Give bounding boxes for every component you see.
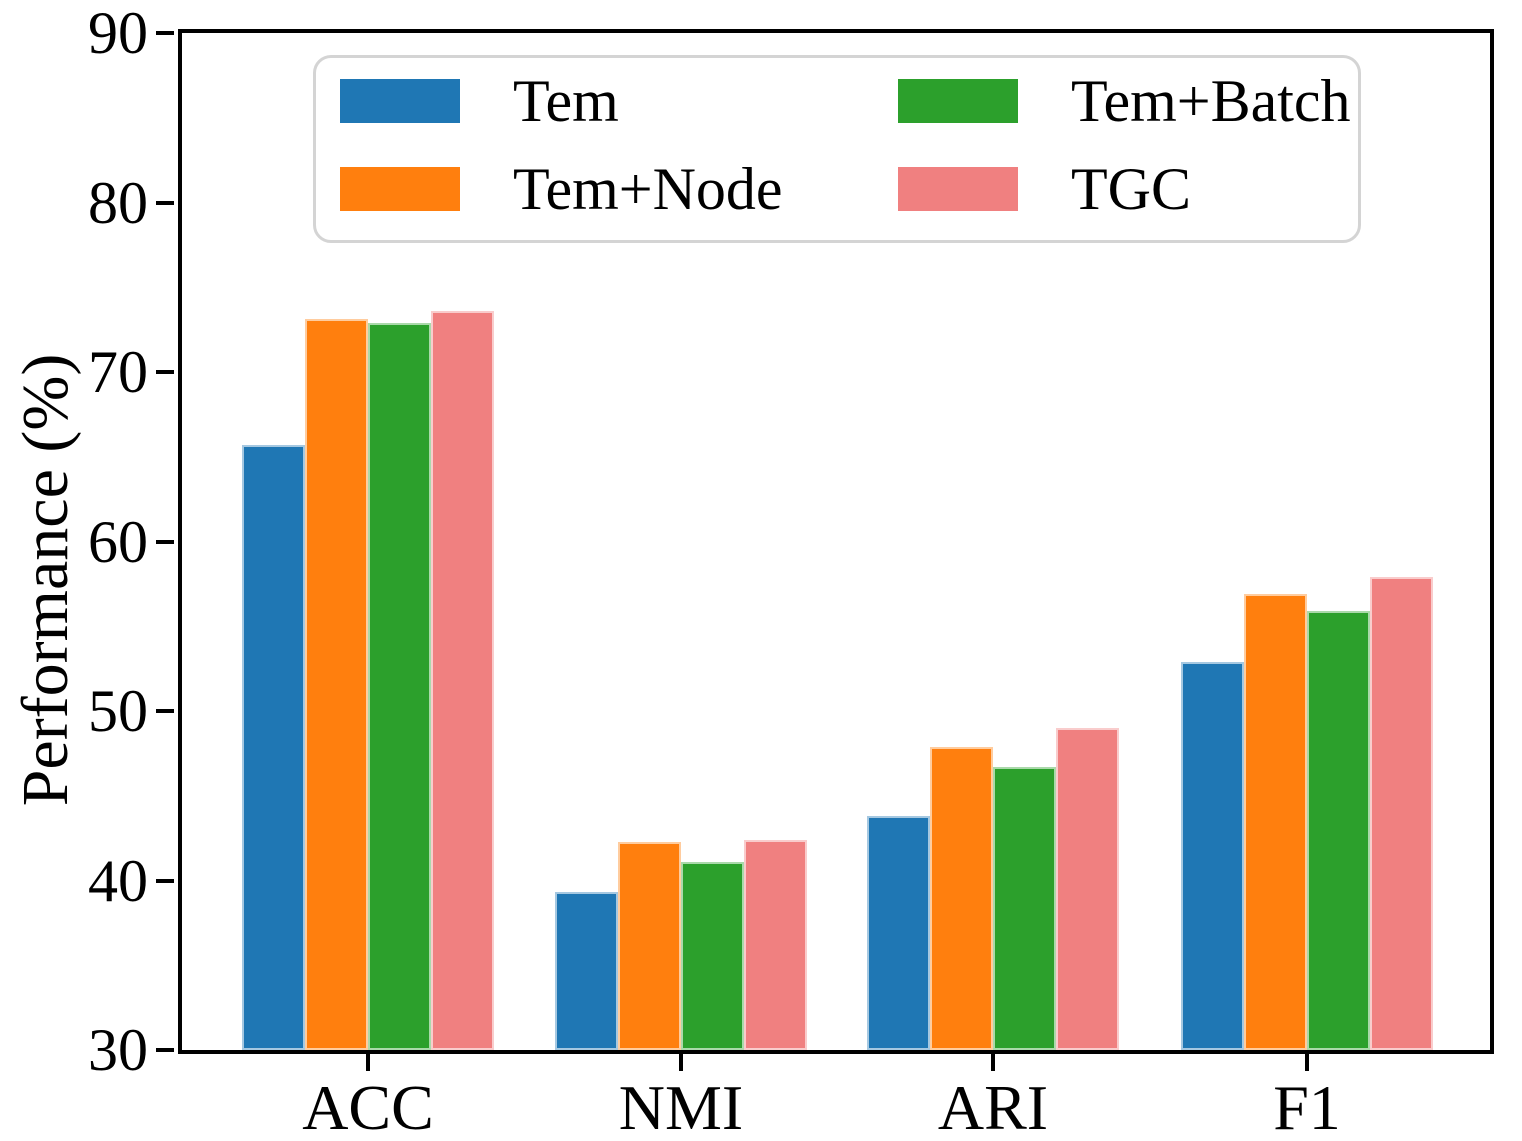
y-tick-label-90: 90 [88,0,148,66]
bar-Tem+Batch-ARI [993,766,1056,1050]
y-tick-mark-30 [156,1048,174,1052]
legend-swatch-Tem [340,79,460,123]
y-tick-label-50: 50 [88,678,148,744]
y-tick-label-60: 60 [88,508,148,575]
y-tick-label-30: 30 [88,1017,148,1083]
bar-TGC-ACC [431,310,494,1050]
bar-Tem+Batch-F1 [1307,610,1370,1050]
legend-swatch-Tem+Batch [898,79,1018,123]
bar-Tem+Node-F1 [1244,594,1307,1050]
bar-TGC-ARI [1056,727,1119,1050]
y-tick-mark-90 [156,31,174,35]
legend-label-Tem: Tem [513,68,619,134]
x-tick-mark-F1 [1305,1054,1309,1071]
legend: Tem Tem+Node Tem+Batch TGC [313,55,1361,243]
legend-swatch-TGC [898,167,1018,211]
x-tick-label-ACC: ACC [302,1072,434,1141]
bar-TGC-NMI [744,839,807,1050]
bar-Tem+Batch-NMI [681,861,744,1050]
y-tick-mark-50 [156,709,174,713]
bar-Tem-ACC [242,444,305,1050]
y-tick-mark-70 [156,370,174,374]
x-tick-mark-ARI [991,1054,995,1071]
legend-label-TGC: TGC [1071,156,1191,222]
bar-TGC-F1 [1370,577,1433,1050]
bar-Tem+Node-NMI [618,841,681,1050]
bar-Tem-ARI [867,816,930,1050]
bar-Tem+Node-ACC [305,319,368,1050]
y-tick-mark-60 [156,539,174,544]
bar-Tem-F1 [1181,661,1244,1050]
y-tick-mark-40 [156,878,174,883]
y-tick-label-40: 40 [88,847,148,914]
bar-Tem+Batch-ACC [368,322,431,1050]
x-tick-label-F1: F1 [1273,1072,1341,1141]
legend-swatch-Tem+Node [340,167,460,211]
x-tick-label-ARI: ARI [937,1072,1049,1141]
legend-label-Tem+Batch: Tem+Batch [1071,68,1351,134]
plot-inner-area [182,33,1490,1050]
y-tick-label-70: 70 [88,339,148,405]
x-tick-mark-NMI [679,1054,683,1071]
y-tick-label-80: 80 [88,169,148,236]
bar-Tem-NMI [555,892,618,1050]
x-tick-mark-ACC [366,1054,370,1071]
bar-Tem+Node-ARI [930,746,993,1050]
y-tick-mark-80 [156,200,174,205]
x-tick-label-NMI: NMI [618,1072,744,1141]
legend-label-Tem+Node: Tem+Node [513,156,783,222]
